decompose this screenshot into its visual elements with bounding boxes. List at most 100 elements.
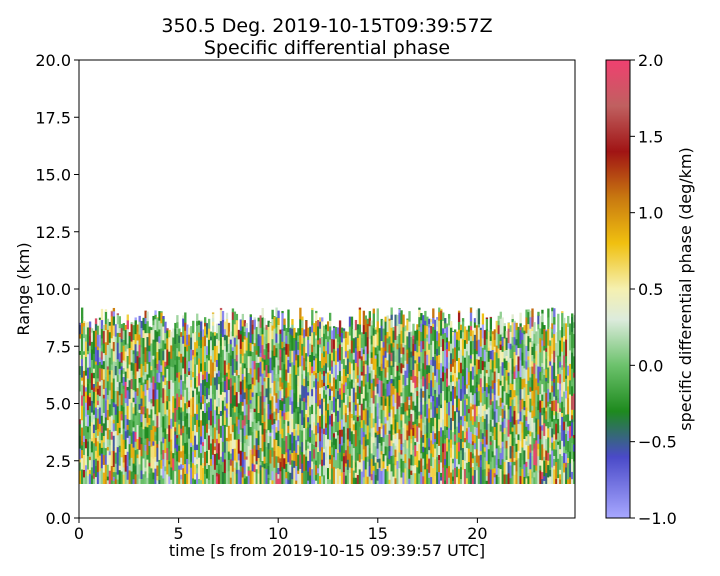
heatmap-cell — [451, 381, 455, 387]
heatmap-cell — [430, 440, 433, 454]
heatmap-cell — [245, 367, 248, 383]
heatmap-cell — [418, 460, 421, 474]
heatmap-cell — [390, 378, 393, 384]
heatmap-cell — [209, 425, 213, 431]
heatmap-cell — [257, 345, 260, 357]
heatmap-cell — [440, 377, 443, 394]
heatmap-cell — [448, 368, 451, 386]
heatmap-cell — [501, 417, 504, 422]
heatmap-cell — [325, 422, 328, 428]
heatmap-cell — [457, 310, 461, 313]
heatmap-cell — [525, 407, 528, 417]
heatmap-cell — [239, 450, 243, 466]
heatmap-cell — [190, 337, 193, 350]
heatmap-cell — [265, 324, 268, 330]
heatmap-cell — [567, 365, 570, 376]
heatmap-cell — [392, 434, 395, 444]
heatmap-cell — [138, 377, 141, 383]
heatmap-cell — [487, 423, 491, 440]
heatmap-cell — [247, 343, 250, 357]
heatmap-cell — [227, 451, 231, 460]
heatmap-cell — [352, 352, 356, 360]
heatmap-cell — [289, 389, 292, 398]
heatmap-cell — [132, 401, 135, 408]
heatmap-cell — [475, 391, 479, 407]
heatmap-cell — [406, 396, 409, 411]
heatmap-cell — [178, 406, 181, 420]
heatmap-cell — [198, 391, 201, 396]
heatmap-cell — [100, 379, 104, 386]
heatmap-cell — [503, 461, 506, 475]
heatmap-cell — [174, 431, 177, 435]
heatmap-cell — [100, 368, 104, 381]
heatmap-cell — [170, 450, 173, 468]
heatmap-cell — [545, 472, 548, 484]
heatmap-cell — [196, 340, 199, 349]
heatmap-cell — [535, 331, 538, 346]
heatmap-cell — [202, 336, 205, 347]
heatmap-cell — [537, 409, 540, 420]
heatmap-cell — [132, 374, 135, 391]
heatmap-cell — [410, 379, 413, 393]
heatmap-cell — [259, 408, 262, 426]
heatmap-cell — [412, 424, 415, 428]
heatmap-cell — [271, 325, 274, 331]
heatmap-cell — [348, 335, 352, 350]
heatmap-cell — [463, 468, 467, 484]
heatmap-cell — [410, 369, 413, 377]
heatmap-cell — [233, 460, 237, 468]
heatmap-cell — [293, 392, 296, 409]
heatmap-cell — [485, 413, 489, 430]
heatmap-cell — [79, 458, 82, 463]
heatmap-cell — [188, 374, 191, 392]
heatmap-cell — [275, 402, 278, 409]
heatmap-cell — [247, 399, 250, 405]
heatmap-cell — [309, 326, 312, 337]
heatmap-cell — [263, 401, 266, 409]
heatmap-cell — [424, 447, 427, 461]
heatmap-cell — [461, 375, 465, 393]
heatmap-cell — [398, 308, 401, 313]
heatmap-cell — [261, 307, 264, 318]
heatmap-cell — [533, 333, 536, 344]
heatmap-cell — [319, 344, 322, 348]
heatmap-cell — [507, 348, 510, 359]
heatmap-cell — [291, 350, 294, 363]
heatmap-cell — [531, 354, 534, 362]
heatmap-cell — [336, 327, 340, 334]
heatmap-cell — [350, 388, 354, 401]
heatmap-cell — [162, 381, 165, 389]
heatmap-cell — [511, 314, 514, 320]
heatmap-cell — [436, 407, 439, 414]
heatmap-cell — [557, 373, 560, 383]
heatmap-cell — [132, 362, 135, 375]
heatmap-cell — [170, 439, 173, 452]
heatmap-cell — [420, 471, 423, 484]
heatmap-cell — [114, 446, 118, 453]
heatmap-cell — [555, 439, 558, 450]
heatmap-cell — [261, 460, 264, 468]
heatmap-cell — [283, 440, 286, 455]
heatmap-cell — [120, 351, 123, 363]
heatmap-cell — [108, 416, 112, 430]
heatmap-cell — [219, 410, 223, 417]
heatmap-cell — [342, 471, 346, 484]
heatmap-cell — [295, 332, 298, 341]
heatmap-cell — [384, 468, 387, 484]
heatmap-cell — [134, 449, 137, 466]
heatmap-cell — [450, 447, 453, 458]
heatmap-cell — [267, 474, 270, 478]
heatmap-cell — [309, 475, 312, 484]
heatmap-cell — [221, 336, 225, 350]
heatmap-cell — [205, 468, 209, 479]
heatmap-cell — [196, 413, 199, 420]
heatmap-cell — [202, 441, 205, 447]
heatmap-cell — [571, 442, 574, 460]
heatmap-cell — [249, 316, 252, 321]
heatmap-cell — [205, 323, 209, 335]
heatmap-cell — [390, 445, 393, 456]
heatmap-cell — [451, 366, 455, 376]
heatmap-cell — [398, 452, 401, 469]
heatmap-cell — [342, 452, 346, 457]
heatmap-cell — [82, 320, 86, 323]
